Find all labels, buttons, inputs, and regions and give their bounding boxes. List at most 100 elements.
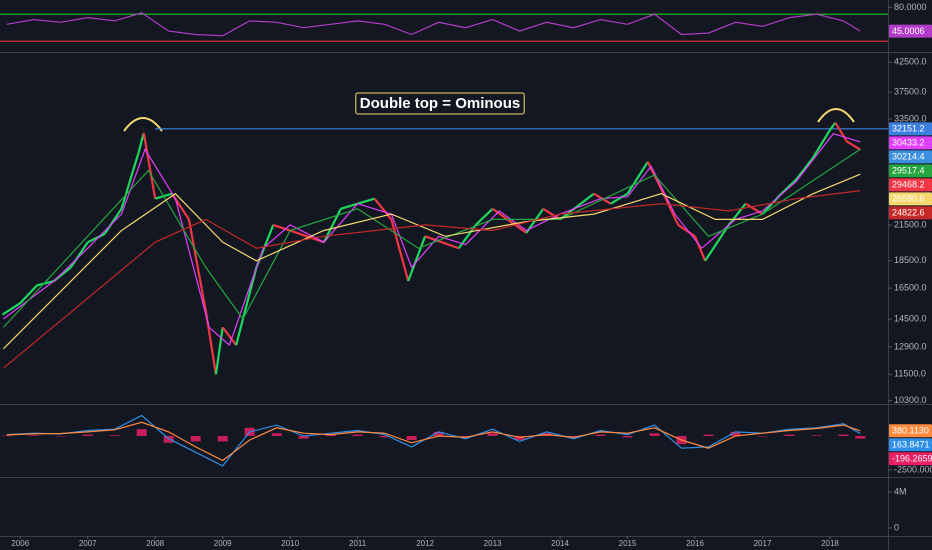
histogram-bar — [811, 435, 822, 436]
price-segment — [626, 161, 649, 195]
x-tick-label: 2007 — [79, 539, 97, 548]
histogram-bar — [1, 435, 12, 437]
x-tick-label: 2013 — [484, 539, 502, 548]
histogram-bar — [855, 435, 866, 439]
price-tag-label: 163.8471 — [892, 440, 930, 450]
y-tick-label: 80.0000 — [894, 2, 927, 12]
series-line — [6, 12, 861, 37]
price-tag-label: 24822.6 — [892, 208, 925, 218]
y-tick-label: 12900.0 — [894, 341, 927, 351]
histogram-bar — [784, 434, 795, 436]
price-segment — [120, 153, 140, 210]
histogram-bar — [271, 433, 282, 436]
y-tick-label: 0 — [894, 522, 899, 532]
price-tag-label: 32151.2 — [892, 124, 925, 134]
histogram-bar — [703, 434, 714, 436]
histogram-bar — [649, 433, 660, 436]
histogram-bar — [82, 434, 93, 436]
price-tag — [889, 452, 932, 466]
series-line — [6, 414, 861, 467]
price-tag-label: -196.2659 — [892, 454, 932, 464]
y-tick-label: 37500.0 — [894, 86, 927, 96]
histogram-bar — [379, 435, 390, 438]
x-tick-label: 2012 — [416, 539, 434, 548]
y-tick-label: 10300.0 — [894, 395, 927, 405]
price-tag-label: 380.1130 — [892, 426, 929, 436]
price-segment — [69, 241, 89, 268]
histogram-bar — [28, 435, 39, 436]
price-tag — [889, 150, 932, 164]
annotation: Double top = Ominous — [360, 95, 520, 112]
price-tag-label: 45.0006 — [892, 26, 925, 36]
series-line — [6, 421, 861, 462]
x-tick-label: 2016 — [686, 539, 704, 548]
price-tag-label: 30433.2 — [892, 138, 925, 148]
histogram-bar — [298, 435, 309, 439]
price-tag — [889, 122, 932, 136]
y-tick-label: 4M — [894, 486, 907, 496]
price-segment — [677, 224, 696, 238]
price-segment — [812, 129, 831, 159]
x-tick-label: 2014 — [551, 539, 569, 548]
series-line — [3, 190, 861, 369]
histogram-bar — [514, 435, 525, 441]
price-segment — [221, 326, 238, 346]
histogram-bar — [352, 434, 363, 436]
x-tick-label: 2006 — [11, 539, 29, 548]
series-line — [2, 148, 861, 328]
price-segment — [142, 132, 157, 199]
y-tick-label: -2500.0000 — [894, 464, 932, 474]
price-tag — [889, 438, 932, 452]
histogram-bar — [595, 434, 606, 436]
price-segment — [87, 232, 106, 244]
price-segment — [272, 223, 291, 232]
price-tag — [889, 206, 932, 220]
price-tag — [889, 164, 932, 178]
x-tick-label: 2009 — [214, 539, 232, 548]
price-tag-label: 29468.2 — [892, 180, 925, 190]
price-segment — [474, 208, 494, 226]
arc — [123, 117, 163, 132]
price-segment — [704, 224, 730, 262]
price-segment — [137, 132, 145, 154]
histogram-bar — [730, 431, 741, 436]
price-tag-label: 30214.4 — [892, 152, 925, 162]
y-tick-label: 18500.0 — [894, 255, 927, 265]
annotation-box — [355, 92, 525, 115]
price-tag-label: 26590.6 — [892, 194, 925, 204]
y-tick-label: 11500.0 — [894, 369, 926, 379]
price-tag-label: 29517.4 — [892, 166, 925, 176]
price-segment — [235, 267, 258, 346]
x-tick-label: 2017 — [754, 539, 772, 548]
histogram-bar — [487, 433, 498, 436]
price-segment — [795, 156, 814, 181]
y-tick-label: 14500.0 — [894, 313, 927, 323]
histogram-bar — [55, 435, 66, 437]
price-segment — [289, 229, 325, 244]
price-segment — [340, 202, 358, 210]
price-segment — [214, 327, 224, 375]
price-segment — [373, 197, 393, 221]
price-segment — [829, 121, 837, 131]
y-tick-label: 16500.0 — [894, 283, 927, 293]
x-tick-label: 2011 — [349, 539, 367, 548]
histogram-bar — [406, 435, 417, 441]
series-line — [3, 133, 861, 347]
histogram-bar — [838, 434, 849, 436]
histogram-bar — [757, 435, 768, 437]
price-segment — [424, 235, 460, 250]
histogram-bar — [325, 434, 336, 436]
x-tick-label: 2010 — [281, 539, 299, 548]
y-tick-label: 33500.0 — [894, 113, 927, 123]
histogram-bar — [136, 429, 147, 436]
histogram-bar — [622, 435, 633, 438]
histogram-bar — [568, 435, 579, 438]
histogram-bar — [217, 435, 228, 442]
price-segment — [19, 284, 38, 304]
price-segment — [407, 235, 427, 282]
y-tick-label: 42500.0 — [894, 57, 927, 67]
price-segment — [357, 197, 375, 205]
x-tick-label: 2008 — [146, 539, 164, 548]
histogram-bar — [460, 435, 471, 438]
